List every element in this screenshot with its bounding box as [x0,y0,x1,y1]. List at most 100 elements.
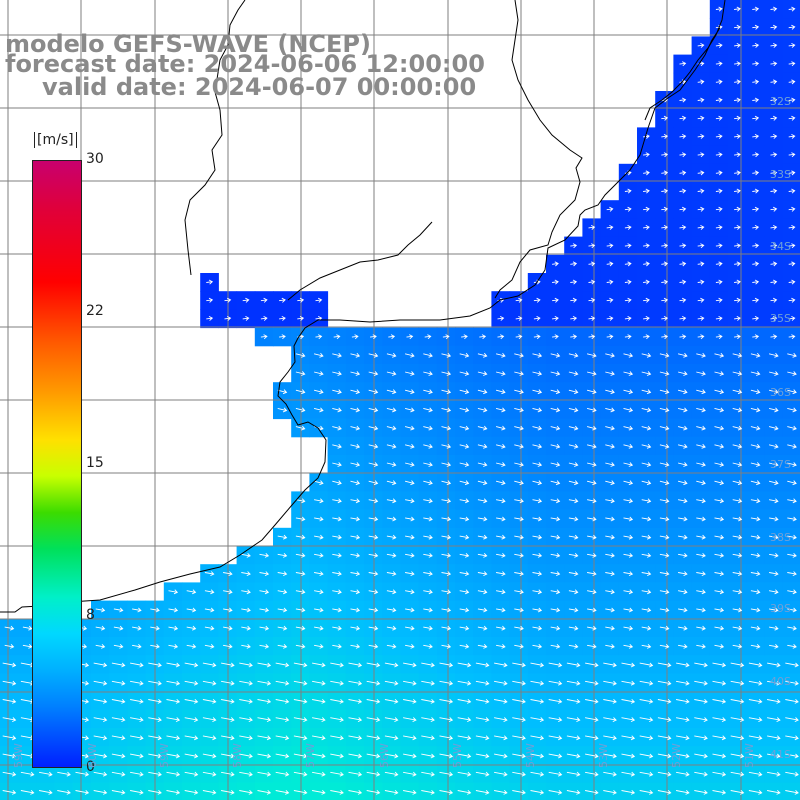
wind-arrow [714,443,725,449]
wind-arrow [732,534,743,540]
wind-arrow [4,643,15,649]
wind-arrow [730,717,745,723]
wind-arrow [457,717,472,723]
colorbar-tick-15: 15 [86,455,104,471]
wind-arrow [348,662,363,668]
wind-arrow [295,607,306,613]
wind-arrow [657,662,672,668]
lagoon-inner [644,0,726,121]
wind-arrow [439,771,454,777]
wind-arrow [714,589,725,595]
wind-arrow [350,643,361,649]
wind-arrow [641,462,652,467]
wind-arrow [550,443,561,449]
wind-arrow [259,607,270,613]
wind-arrow [386,607,397,613]
wind-arrow [548,717,563,723]
wind-arrow [477,371,488,376]
wind-arrow [752,188,760,194]
wind-arrow [641,425,652,431]
wind-arrow [587,625,597,631]
wind-arrow [530,698,545,704]
wind-arrow [676,753,690,759]
wind-arrow [186,607,197,613]
wind-arrow [130,680,144,686]
wind-arrow [641,607,652,613]
wind-arrow [752,115,760,121]
wind-arrow [293,771,308,777]
wind-arrow [624,188,632,194]
wind-arrow [586,371,597,376]
wind-arrow [785,771,799,777]
wind-arrow [202,698,217,704]
wind-arrow [423,534,433,540]
wind-arrow [514,480,524,486]
wind-arrow [441,607,452,613]
wind-arrow [694,789,708,795]
wind-arrow [423,352,433,358]
wind-arrow [605,589,615,595]
wind-arrow [550,643,561,649]
wind-arrow [694,771,708,777]
wind-arrow [366,771,381,777]
wind-arrow [623,480,634,486]
wind-arrow [605,498,615,504]
wind-arrow [750,407,761,413]
wind-arrow [370,334,377,340]
wind-arrow [568,443,579,449]
wind-arrow [405,516,415,522]
wind-arrow [679,61,687,67]
wind-arrow [697,261,705,267]
wind-arrow [332,589,342,595]
wind-arrow [788,188,796,194]
wind-arrow [621,735,636,741]
wind-arrow [788,115,796,121]
wind-arrow [241,552,251,558]
wind-arrow [293,680,308,686]
wind-arrow [477,480,488,486]
wind-arrow [277,407,288,413]
wind-arrow [585,698,599,704]
wind-arrow [257,753,272,759]
wind-arrow [679,297,687,303]
wind-arrow [368,498,379,504]
lat-label: 36S [770,386,791,399]
wind-arrow [750,552,761,558]
wind-arrow [497,315,505,321]
wind-arrow [678,516,688,522]
wind-arrow [715,6,723,12]
wind-arrow [332,552,342,558]
wind-arrow [639,771,654,777]
wind-arrow [679,224,687,230]
wind-arrow [697,315,705,321]
wind-arrow [348,753,363,759]
wind-arrow [475,717,490,723]
wind-arrow [770,170,778,176]
wind-arrow [441,589,452,595]
wind-arrow [696,352,706,358]
wind-arrow [512,662,526,668]
wind-arrow [768,407,779,413]
wind-arrow [239,717,253,723]
wind-arrow [676,735,690,741]
wind-arrow [368,462,379,467]
wind-arrow [495,462,506,467]
wind-arrow [748,789,763,795]
wind-arrow [568,462,579,467]
wind-arrow [641,516,652,522]
wind-arrow [204,643,215,649]
wind-arrow [548,662,563,668]
wind-arrow [752,6,760,12]
wind-arrow [770,115,778,121]
wind-arrow [732,480,743,486]
border-line-river [287,221,433,301]
wind-arrow [659,516,670,522]
wind-arrow [694,698,708,704]
wind-arrow [221,789,235,795]
wind-arrow [586,443,597,449]
wind-arrow [623,425,634,431]
wind-arrow [405,607,415,613]
wind-arrow [405,589,415,595]
wind-arrow [787,407,797,413]
wind-arrow [787,571,797,577]
